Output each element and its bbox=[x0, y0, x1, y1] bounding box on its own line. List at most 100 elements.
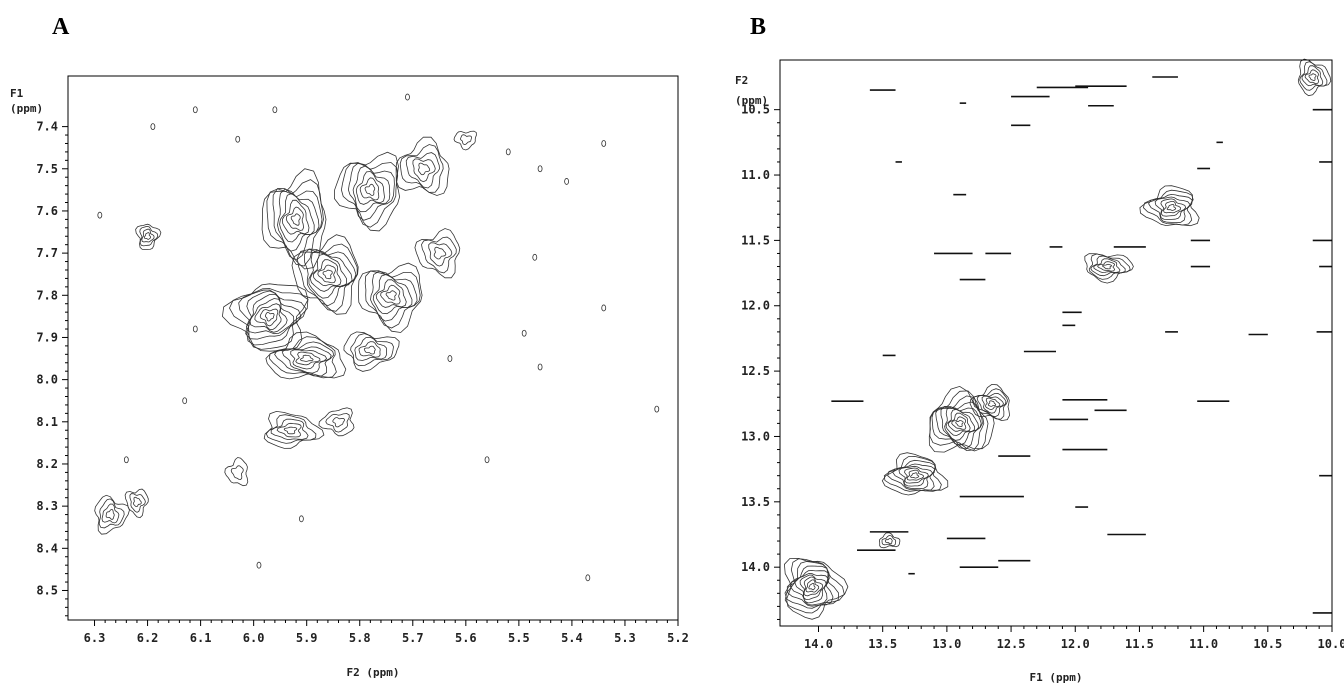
panel-a-contour-ring bbox=[94, 494, 130, 535]
panel-a-contour-ring bbox=[433, 246, 447, 260]
panel-a-contour-ring bbox=[143, 232, 152, 240]
panel-b-x-tick-label: 13.0 bbox=[932, 637, 961, 651]
panel-a-noise-speck bbox=[405, 93, 410, 101]
panel-a-contour-ring bbox=[263, 410, 325, 449]
panel-a-ylabel-line1: F1 bbox=[10, 87, 24, 100]
panel-a-contour-ring bbox=[380, 284, 401, 305]
panel-b-x-tick-label: 11.5 bbox=[1125, 637, 1154, 651]
panel-b-contour-ring bbox=[972, 388, 1009, 420]
panel-a-noise-speck bbox=[601, 304, 607, 312]
panel-b-x-axis: 14.0 13.5 13.0 12.5 12.0 11.5 11.0 10.5 10.0 bbox=[804, 626, 1344, 651]
panel-a-contour-ring bbox=[308, 249, 353, 299]
panel-a-contour-ring bbox=[318, 407, 355, 437]
panel-a-contours bbox=[94, 130, 477, 535]
panel-b-contour-ring bbox=[1088, 253, 1131, 280]
panel-a-contour-ring bbox=[309, 253, 348, 292]
panel-b-x-tick-label: 10.0 bbox=[1318, 637, 1344, 651]
panel-b-contour-ring bbox=[808, 582, 816, 591]
panel-a-contour-ring bbox=[421, 236, 457, 274]
panel-b-contour-ring bbox=[884, 537, 893, 545]
panel-a-contour-ring bbox=[259, 308, 279, 327]
panel-a-contour-ring bbox=[332, 417, 345, 428]
panel-a-contour-ring bbox=[317, 264, 336, 284]
panel-a-contour-ring bbox=[98, 498, 125, 529]
panel-a-contour-ring bbox=[129, 493, 146, 513]
panel-a-y-tick-label: 8.3 bbox=[36, 499, 58, 513]
panel-a-contour-ring bbox=[350, 333, 394, 367]
panel-a-noise-speck bbox=[256, 561, 262, 569]
panel-a-contour-ring bbox=[139, 225, 159, 247]
panel-a-x-tick-label: 5.3 bbox=[614, 631, 636, 645]
panel-a-contour-ring bbox=[281, 346, 332, 374]
panel-a-contour-ring bbox=[395, 136, 450, 196]
panel-a-contour-ring bbox=[245, 290, 302, 340]
panel-b-y-tick-label: 13.5 bbox=[741, 495, 770, 509]
panel-a-x-tick-label: 6.0 bbox=[243, 631, 265, 645]
panel-b-y-axis: 10.5 11.0 11.5 12.0 12.5 13.0 13.5 14.0 bbox=[741, 103, 780, 620]
panel-a-contour-ring bbox=[372, 273, 413, 315]
panel-b-x-tick-label: 14.0 bbox=[804, 637, 833, 651]
panel-a-contour-ring bbox=[414, 228, 461, 279]
panel-a-contour-ring bbox=[290, 213, 301, 226]
panel-b-contour-ring bbox=[944, 406, 980, 441]
panel-a-contour-ring bbox=[291, 234, 359, 315]
panel-b-x-tick-label: 12.0 bbox=[1061, 637, 1090, 651]
panel-a-contour-ring bbox=[224, 457, 249, 487]
panel-b-contour-ring bbox=[878, 532, 901, 549]
panel-a-contour-ring bbox=[340, 162, 399, 228]
panel-a-y-tick-label: 7.5 bbox=[36, 162, 58, 176]
panel-a-contour-ring bbox=[281, 199, 310, 235]
panel-b-contour-ring bbox=[783, 557, 849, 620]
panel-a-noise-speck bbox=[585, 574, 591, 582]
panel-a-y-tick-label: 7.7 bbox=[36, 246, 58, 260]
panel-label-b: B bbox=[750, 14, 766, 40]
panel-a-contour-ring bbox=[229, 288, 309, 350]
panel-a-noise-speck bbox=[272, 106, 278, 114]
panel-a-contour-ring bbox=[363, 345, 376, 355]
panel-b-contour-ring bbox=[799, 574, 827, 601]
panel-a-contour-ring bbox=[405, 152, 440, 189]
panel-a-contour-ring bbox=[375, 279, 407, 308]
panel-a-y-tick-label: 7.9 bbox=[36, 330, 58, 344]
panel-a-contour-ring bbox=[274, 341, 335, 377]
panel-a-contour-ring bbox=[364, 270, 421, 329]
panel-b-contour-ring bbox=[789, 570, 830, 606]
panel-a-contour-ring bbox=[230, 465, 244, 481]
panel-a-contour-ring bbox=[343, 331, 400, 372]
panel-a-contour-ring bbox=[254, 303, 282, 330]
panel-b-contour-ring bbox=[951, 416, 967, 430]
panel-b-contour-ring bbox=[1163, 201, 1181, 214]
panel-a-contour-ring bbox=[333, 151, 401, 232]
panel-b-contour-ring bbox=[904, 467, 929, 484]
panel-a-noise-specks bbox=[97, 93, 660, 582]
panel-a-contour-ring bbox=[266, 179, 324, 267]
panel-b-contour-ring bbox=[1160, 198, 1187, 217]
panel-a-y-tick-label: 8.0 bbox=[36, 373, 58, 387]
panel-a-x-tick-label: 6.2 bbox=[137, 631, 159, 645]
panel-a-contour-ring bbox=[133, 496, 142, 507]
panel-a-x-tick-label: 6.1 bbox=[190, 631, 212, 645]
panel-b-contour-ring bbox=[881, 452, 949, 496]
panel-a-noise-speck bbox=[192, 325, 198, 333]
panel-a-noise-speck bbox=[447, 355, 453, 362]
panel-a-contour-ring bbox=[265, 311, 275, 322]
panel-a-contour-ring bbox=[270, 418, 309, 440]
panel-b-x-tick-label: 12.5 bbox=[997, 637, 1026, 651]
panel-a-contour-ring bbox=[364, 183, 376, 196]
panel-b-contour-ring bbox=[803, 576, 824, 597]
panel-a-contour-ring bbox=[277, 188, 320, 252]
panel-b-contour-ring bbox=[940, 405, 982, 446]
panel-a-contour-ring bbox=[105, 508, 115, 520]
panel-a-y-tick-label: 7.4 bbox=[36, 120, 58, 134]
panel-b-contour-ring bbox=[910, 472, 920, 479]
panel-a-y-tick-label: 8.5 bbox=[36, 583, 58, 597]
panel-a-x-tick-label: 5.2 bbox=[667, 631, 689, 645]
panel-b-x-tick-label: 10.5 bbox=[1253, 637, 1282, 651]
panel-b-contour-ring bbox=[892, 463, 936, 490]
panel-a-x-axis: 6.3 6.2 6.1 6.0 5.9 5.8 5.7 5.6 5.5 5.4 5.3 5.2 bbox=[84, 620, 689, 645]
panel-b-contour-ring bbox=[883, 455, 942, 492]
panel-b-ylabel-line2: (ppm) bbox=[735, 94, 768, 107]
panel-b-dash-peaks bbox=[831, 76, 1332, 614]
panel-b-contour-ring bbox=[881, 535, 897, 547]
panel-a-noise-speck bbox=[298, 515, 304, 523]
